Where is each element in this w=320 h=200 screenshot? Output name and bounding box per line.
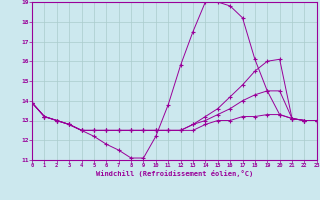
- X-axis label: Windchill (Refroidissement éolien,°C): Windchill (Refroidissement éolien,°C): [96, 170, 253, 177]
